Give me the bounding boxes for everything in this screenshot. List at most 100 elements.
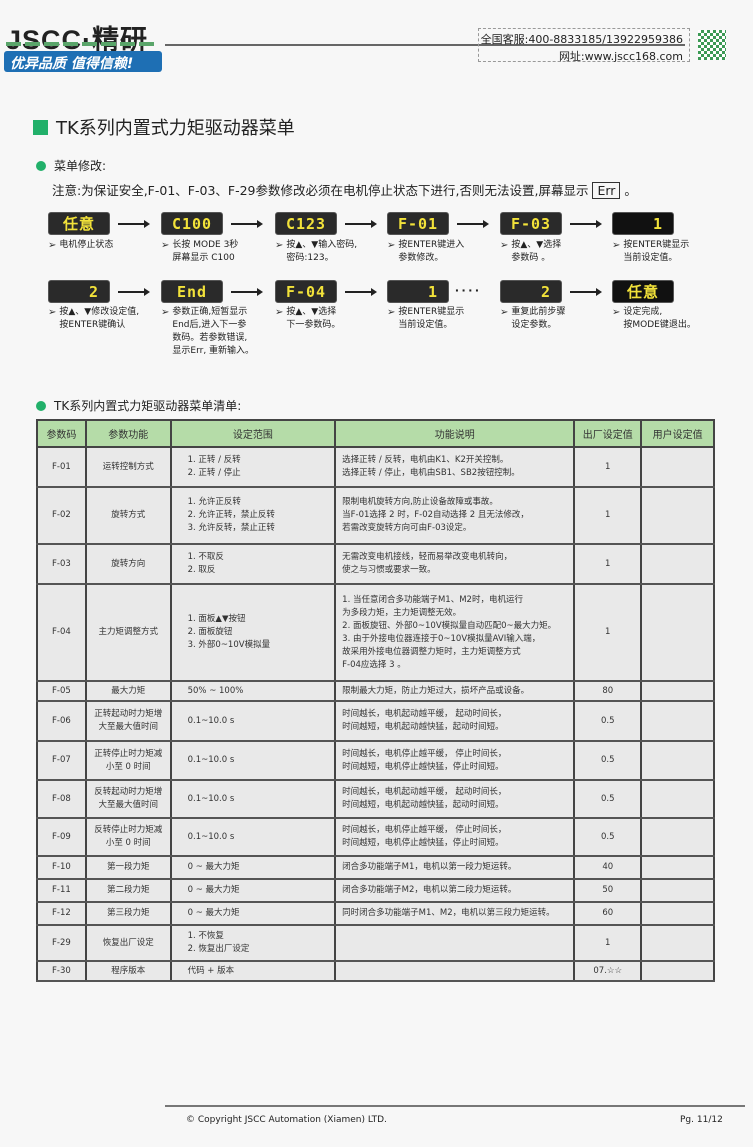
cell-range: 0.1~10.0 s xyxy=(169,741,337,781)
cell-desc: 限制电机旋转方向,防止设备故障或事故。 当F-01选择 2 时，F-02自动选择… xyxy=(334,487,576,545)
note-text: 注意:为保证安全,F-01、F-03、F-29参数修改必须在电机停止状态下进行,… xyxy=(52,183,589,198)
arrow-right-icon xyxy=(118,220,150,228)
arrow-bullet-icon: ➢ xyxy=(500,307,509,318)
cell-range: 0 ~ 最大力矩 xyxy=(169,902,337,926)
table-row: F-03 旋转方向 1. 不取反 2. 取反 无需改变电机接线，轻而易举改变电机转向，… xyxy=(36,544,715,585)
column-header: 出厂设定值 xyxy=(573,419,643,448)
table-row: F-04 主力矩调整方式 1. 面板▲▼按钮 2. 面板旋钮 3. 外部0~10V模… xyxy=(36,584,715,682)
arrow-right-icon xyxy=(345,220,377,228)
section-heading: TK系列内置式力矩驱动器菜单清单: xyxy=(54,399,242,413)
cell-default: 80 xyxy=(573,681,643,702)
cell-func: 恢复出厂设定 xyxy=(84,925,172,962)
cell-desc: 时间越长，电机停止越平缓， 停止时间长， 时间越短，电机停止越快猛，停止时间短。 xyxy=(334,741,576,781)
cell-user[interactable] xyxy=(640,818,715,857)
table-row: F-11 第二段力矩 0 ~ 最大力矩 闭合多功能端子M2，电机以第二段力矩运转。 50 xyxy=(36,879,715,903)
step-caption: ➢ 按ENTER键进入 参数修改。 xyxy=(387,239,497,265)
arrow-bullet-icon: ➢ xyxy=(161,240,170,251)
cell-user[interactable] xyxy=(640,902,715,926)
cell-code: F-30 xyxy=(36,961,87,982)
err-display: Err xyxy=(592,182,621,199)
cell-desc: 时间越长，电机起动越平缓， 起动时间长， 时间越短，电机起动越快猛，起动时间短。 xyxy=(334,780,576,819)
brand-slogan: 优异品质 值得信赖! xyxy=(4,51,162,72)
arrow-right-icon xyxy=(231,288,263,296)
cell-range: 0.1~10.0 s xyxy=(169,780,337,819)
caption-text: 参数正确,短暂显示 End后,进入下一参 数码。若参数错误, 显示Err, 重新… xyxy=(172,307,255,356)
table-row: F-08 反转起动时力矩增 大至最大值时间 0.1~10.0 s 时间越长，电机起动越… xyxy=(36,780,715,819)
cell-user[interactable] xyxy=(640,879,715,903)
table-row: F-09 反转停止时力矩减 小至 0 时间 0.1~10.0 s 时间越长，电机停止越… xyxy=(36,818,715,857)
cell-func: 第三段力矩 xyxy=(84,902,172,926)
led-display: F-04 xyxy=(275,280,337,303)
cell-range: 0.1~10.0 s xyxy=(169,818,337,857)
cell-func: 第一段力矩 xyxy=(84,856,172,880)
led-display: 1 xyxy=(612,212,674,235)
cell-range: 代码 + 版本 xyxy=(169,961,337,982)
cell-user[interactable] xyxy=(640,856,715,880)
cell-func: 反转起动时力矩增 大至最大值时间 xyxy=(84,780,172,819)
step-caption: ➢ 重复此前步骤 设定参数。 xyxy=(500,306,610,332)
cell-func: 主力矩调整方式 xyxy=(84,584,172,682)
cell-func: 最大力矩 xyxy=(84,681,172,702)
cell-default: 40 xyxy=(573,856,643,880)
footer-divider xyxy=(165,1105,745,1107)
cell-code: F-01 xyxy=(36,447,87,488)
arrow-right-icon xyxy=(345,288,377,296)
caption-text: 长按 MODE 3秒 屏幕显示 C100 xyxy=(172,240,239,263)
led-display: 任意 xyxy=(612,280,674,303)
cell-code: F-08 xyxy=(36,780,87,819)
cell-default: 50 xyxy=(573,879,643,903)
step-caption: ➢ 按▲、▼修改设定值, 按ENTER键确认 xyxy=(48,306,158,332)
safety-note: 注意:为保证安全,F-01、F-03、F-29参数修改必须在电机停止状态下进行,… xyxy=(52,180,637,199)
cell-code: F-05 xyxy=(36,681,87,702)
table-row: F-05 最大力矩 50% ~ 100% 限制最大力矩，防止力矩过大，损坏产品或设备。… xyxy=(36,681,715,702)
cell-user[interactable] xyxy=(640,925,715,962)
cell-code: F-06 xyxy=(36,701,87,742)
header-divider xyxy=(165,44,685,46)
page-title-text: TK系列内置式力矩驱动器菜单 xyxy=(56,118,295,139)
cell-desc: 时间越长，电机起动越平缓， 起动时间长， 时间越短，电机起动越快猛，起动时间短。 xyxy=(334,701,576,742)
caption-text: 按▲、▼修改设定值, 按ENTER键确认 xyxy=(59,307,140,330)
cell-user[interactable] xyxy=(640,741,715,781)
cell-user[interactable] xyxy=(640,487,715,545)
cell-code: F-04 xyxy=(36,584,87,682)
cell-default: 60 xyxy=(573,902,643,926)
contact-box: 全国客服:400-8833185/13922959386 网址:www.jscc… xyxy=(478,28,690,63)
cell-user[interactable] xyxy=(640,544,715,585)
caption-text: 按▲、▼选择 参数码 。 xyxy=(511,240,562,263)
cell-user[interactable] xyxy=(640,584,715,682)
cell-range: 0 ~ 最大力矩 xyxy=(169,856,337,880)
column-header: 参数码 xyxy=(36,419,87,448)
cell-func: 正转停止时力矩减 小至 0 时间 xyxy=(84,741,172,781)
led-display: F-01 xyxy=(387,212,449,235)
cell-user[interactable] xyxy=(640,447,715,488)
ellipsis: ···· xyxy=(455,282,482,298)
step-caption: ➢ 按▲、▼选择 参数码 。 xyxy=(500,239,610,265)
cell-user[interactable] xyxy=(640,961,715,982)
table-row: F-30 程序版本 代码 + 版本 07.☆☆ xyxy=(36,961,715,982)
table-row: F-02 旋转方式 1. 允许正反转 2. 允许正转，禁止反转 3. 允许反转，禁止… xyxy=(36,487,715,545)
cell-user[interactable] xyxy=(640,681,715,702)
arrow-bullet-icon: ➢ xyxy=(48,240,57,251)
arrow-bullet-icon: ➢ xyxy=(275,240,284,251)
cell-desc: 限制最大力矩，防止力矩过大，损坏产品或设备。 xyxy=(334,681,576,702)
led-display: C123 xyxy=(275,212,337,235)
cell-desc: 选择正转 / 反转，电机由K1、K2开关控制。 选择正转 / 停止，电机由SB1… xyxy=(334,447,576,488)
step-caption: ➢ 按▲、▼选择 下一参数码。 xyxy=(275,306,385,332)
led-display: 2 xyxy=(48,280,110,303)
cell-desc: 闭合多功能端子M1，电机以第一段力矩运转。 xyxy=(334,856,576,880)
cell-user[interactable] xyxy=(640,701,715,742)
arrow-right-icon xyxy=(457,220,489,228)
arrow-bullet-icon: ➢ xyxy=(48,307,57,318)
cell-user[interactable] xyxy=(640,780,715,819)
cell-func: 第二段力矩 xyxy=(84,879,172,903)
cell-desc: 同时闭合多功能端子M1、M2，电机以第三段力矩运转。 xyxy=(334,902,576,926)
cell-range: 50% ~ 100% xyxy=(169,681,337,702)
arrow-right-icon xyxy=(570,220,602,228)
column-header: 设定范围 xyxy=(169,419,337,448)
table-row: F-10 第一段力矩 0 ~ 最大力矩 闭合多功能端子M1，电机以第一段力矩运转。 40 xyxy=(36,856,715,880)
cell-desc: 时间越长，电机停止越平缓， 停止时间长， 时间越短，电机停止越快猛，停止时间短。 xyxy=(334,818,576,857)
cell-desc: 闭合多功能端子M2，电机以第二段力矩运转。 xyxy=(334,879,576,903)
led-display: End xyxy=(161,280,223,303)
table-row: F-12 第三段力矩 0 ~ 最大力矩 同时闭合多功能端子M1、M2，电机以第三段力矩… xyxy=(36,902,715,926)
parameter-table: 参数码 参数功能 设定范围 功能说明 出厂设定值 用户设定值 F-01 运转控制方式 1. 正… xyxy=(36,419,715,982)
